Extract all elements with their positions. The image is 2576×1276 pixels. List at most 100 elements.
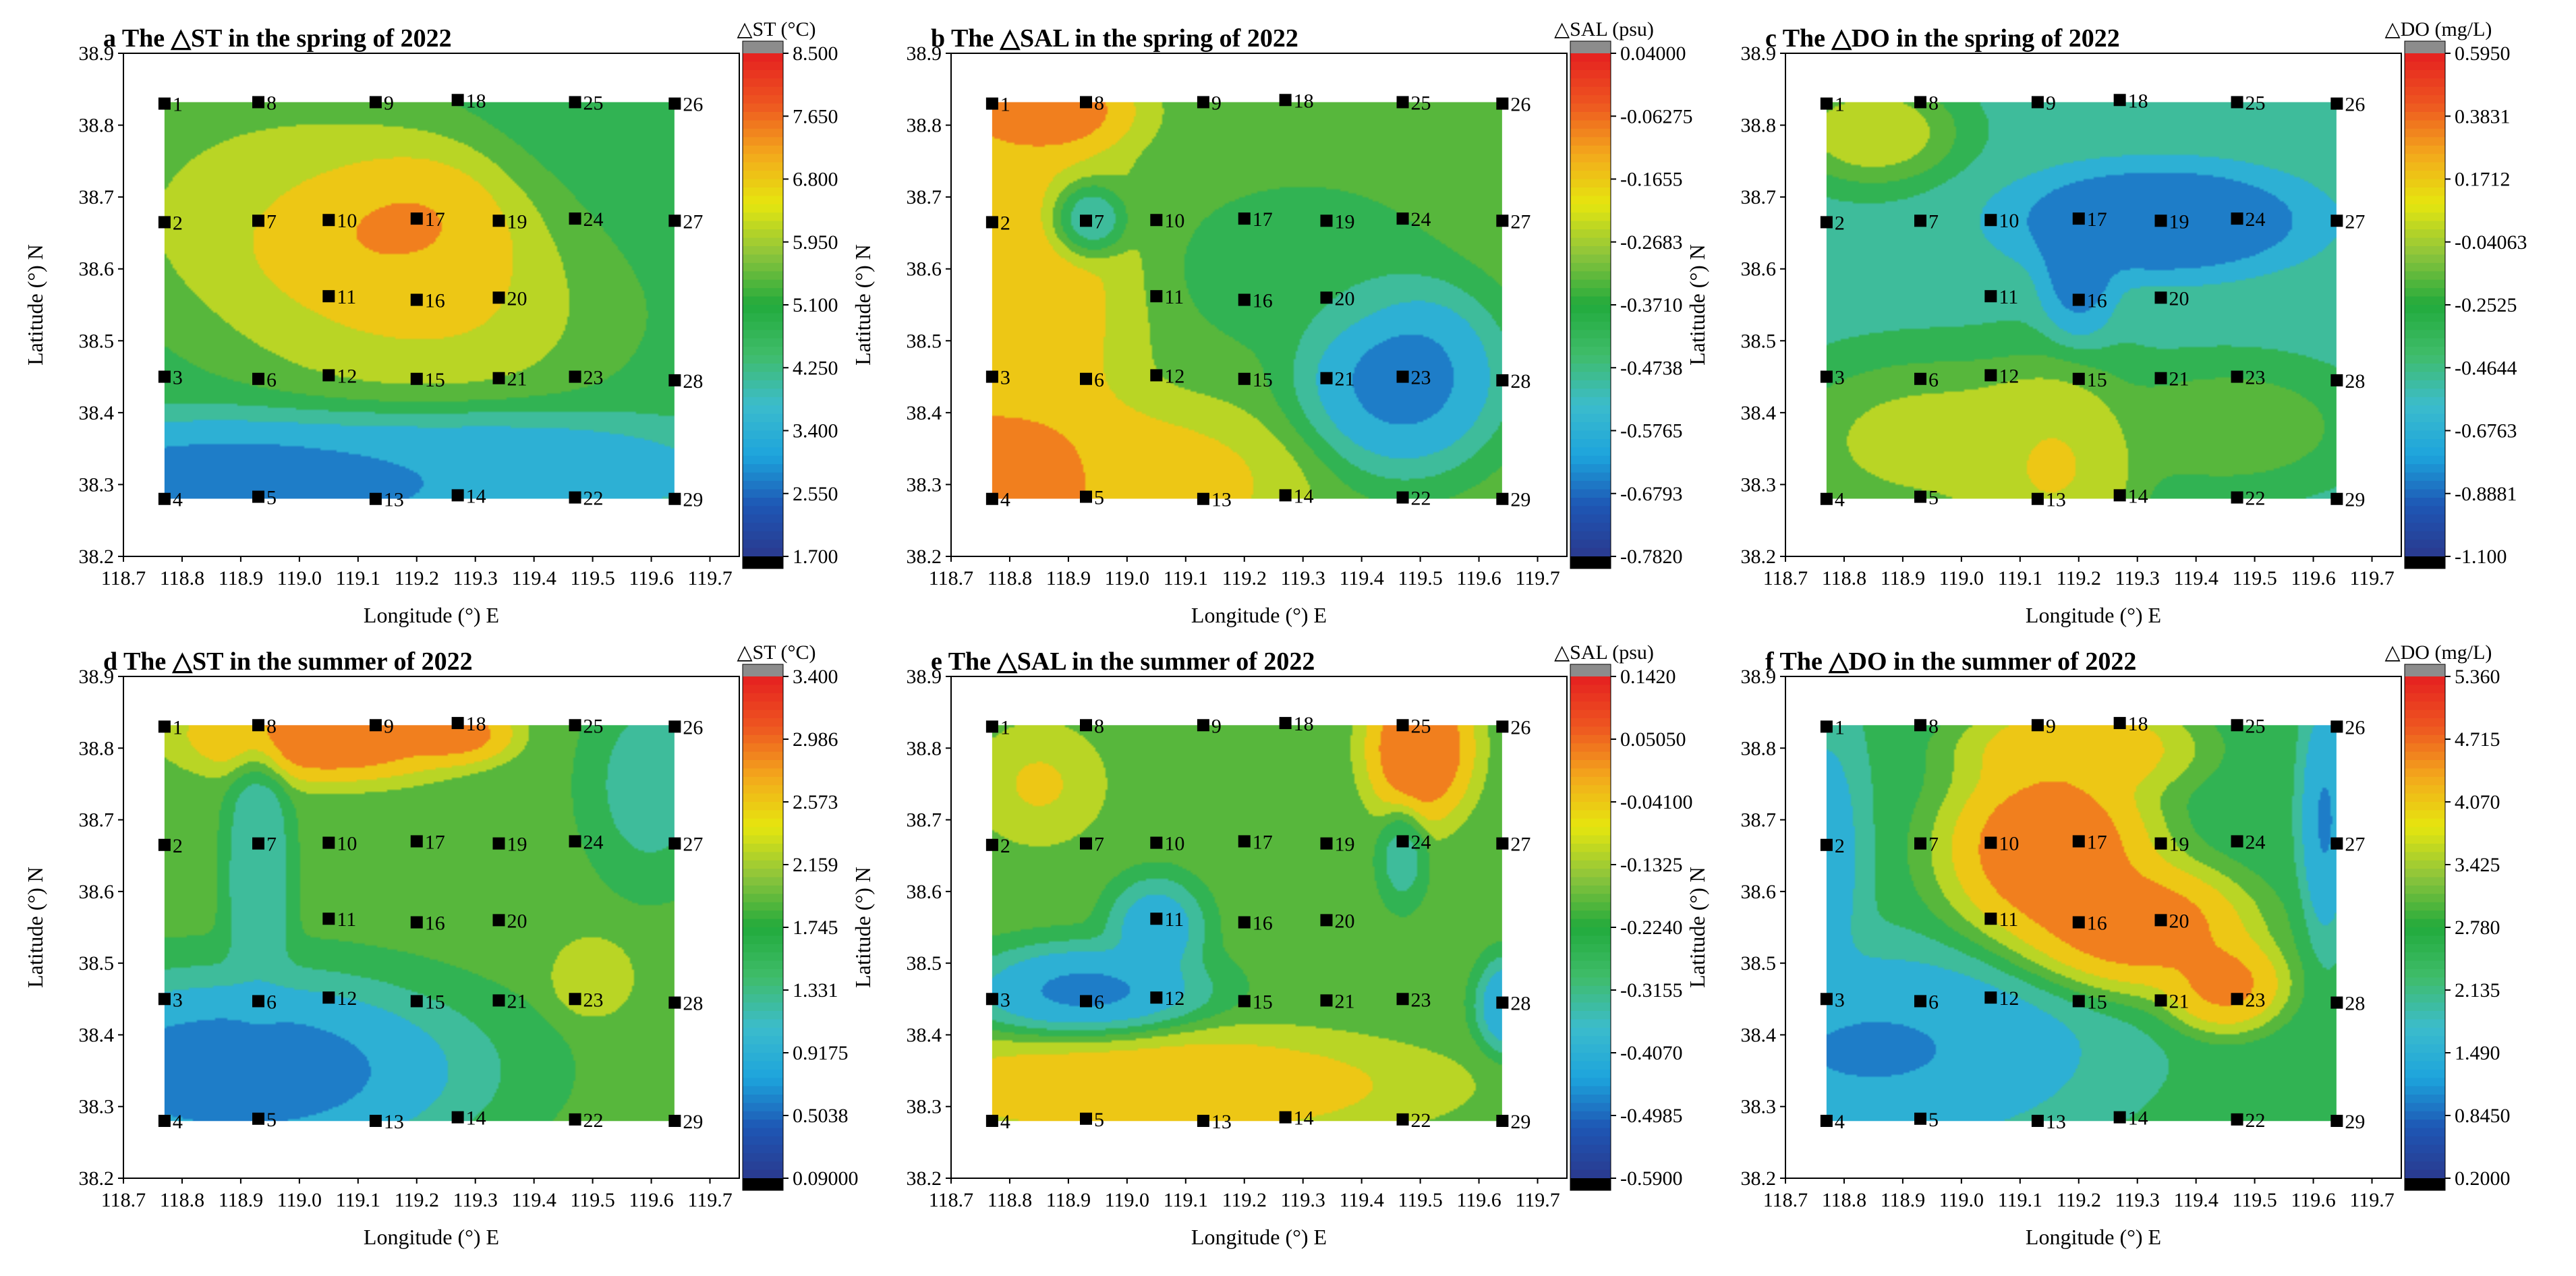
colorbar-bottom-cap: [1570, 1178, 1611, 1190]
station-label: 24: [2245, 831, 2266, 853]
colorbar-top-cap: [1570, 41, 1611, 53]
colorbar-tick-label: -0.3155: [1620, 979, 1683, 1002]
station-label: 27: [1510, 210, 1530, 233]
colorbar-band: [1570, 212, 1611, 222]
station-label: 13: [1211, 1111, 1232, 1133]
station-label: 18: [2128, 713, 2148, 735]
station-label: 22: [2245, 488, 2266, 510]
colorbar-band: [1570, 245, 1611, 256]
colorbar-band: [1570, 935, 1611, 945]
colorbar-band: [743, 464, 783, 473]
colorbar-band: [1570, 1036, 1611, 1045]
colorbar-band: [743, 1053, 783, 1062]
colorbar-band: [1570, 1053, 1611, 1062]
colorbar-tick-label: 1.745: [793, 917, 838, 939]
station-marker: [1238, 293, 1251, 306]
colorbar-band: [2405, 128, 2445, 138]
station-label: 23: [1411, 367, 1431, 389]
station-label: 15: [425, 369, 445, 391]
colorbar-band: [743, 187, 783, 197]
x-tick-label: 119.7: [687, 567, 732, 589]
colorbar-band: [743, 1044, 783, 1053]
colorbar-band: [1570, 960, 1611, 970]
station-marker: [1079, 372, 1092, 385]
colorbar-band: [2405, 1120, 2445, 1129]
station-label: 7: [1094, 834, 1104, 856]
station-label: 6: [266, 991, 277, 1013]
colorbar-band: [2405, 734, 2445, 745]
colorbar-band: [2405, 935, 2445, 945]
colorbar-band: [2405, 430, 2445, 440]
colorbar-band: [743, 977, 783, 987]
station-label: 7: [266, 210, 277, 233]
colorbar-band: [1570, 472, 1611, 482]
colorbar-label: △DO (mg/L): [2385, 641, 2492, 664]
station-marker: [2330, 837, 2343, 850]
station-label: 1: [1000, 716, 1010, 738]
y-tick-label: 38.6: [907, 881, 942, 903]
x-tick-label: 119.0: [1105, 1189, 1149, 1211]
colorbar-band: [743, 726, 783, 736]
y-tick-label: 38.9: [79, 42, 115, 65]
station-marker: [1238, 916, 1251, 929]
colorbar-band: [743, 1095, 783, 1104]
colorbar-tick-label: -0.06275: [1620, 105, 1693, 127]
y-tick-label: 38.5: [907, 330, 942, 352]
colorbar-band: [2405, 1111, 2445, 1121]
station-marker: [2231, 1113, 2243, 1126]
station-label: 17: [1253, 208, 1273, 231]
station-label: 14: [1294, 1107, 1314, 1130]
colorbar-band: [2405, 497, 2445, 507]
colorbar-band: [1570, 388, 1611, 398]
colorbar-band: [2405, 438, 2445, 448]
colorbar-band: [2405, 196, 2445, 205]
axes-frame: [1785, 676, 2402, 1179]
y-tick-label: 38.3: [1741, 1096, 1777, 1118]
colorbar-band: [743, 1153, 783, 1163]
colorbar-band: [743, 1019, 783, 1028]
colorbar-band: [1570, 120, 1611, 129]
colorbar-band: [1570, 1128, 1611, 1137]
colorbar-band: [2405, 372, 2445, 381]
x-tick-label: 119.6: [2291, 1189, 2335, 1211]
station-marker: [252, 719, 264, 732]
colorbar-band: [1570, 69, 1611, 80]
x-tick-label: 118.7: [929, 1189, 973, 1211]
colorbar-band: [743, 910, 783, 920]
y-axis-label: Latitude (°) N: [1685, 244, 1709, 366]
station-label: 13: [1211, 489, 1232, 511]
colorbar-band: [2405, 245, 2445, 256]
colorbar-band: [1570, 229, 1611, 239]
x-tick-label: 119.1: [1164, 567, 1208, 589]
station-label: 26: [683, 716, 703, 738]
colorbar-band: [2405, 397, 2445, 407]
station-marker: [322, 214, 335, 227]
station-marker: [1496, 837, 1509, 850]
x-tick-label: 119.5: [1398, 1189, 1442, 1211]
colorbar-band: [2405, 894, 2445, 903]
station-marker: [1320, 837, 1333, 850]
colorbar-tick-label: 0.9175: [793, 1042, 849, 1064]
colorbar-band: [2405, 818, 2445, 828]
x-tick-label: 119.5: [2232, 1189, 2277, 1211]
y-tick-label: 38.3: [79, 1096, 115, 1118]
panel-title: c The △DO in the spring of 2022: [1765, 24, 2120, 53]
colorbar-band: [2405, 994, 2445, 1004]
station-marker: [369, 719, 382, 732]
colorbar-band: [2405, 254, 2445, 264]
colorbar-tick-label: 4.070: [2455, 791, 2500, 813]
x-tick-label: 118.9: [219, 1189, 263, 1211]
station-marker: [2154, 837, 2167, 850]
station-label: 1: [1000, 94, 1010, 116]
station-marker: [1279, 489, 1292, 502]
station-label: 6: [1094, 369, 1104, 391]
station-marker: [2072, 372, 2085, 385]
colorbar-band: [743, 994, 783, 1004]
colorbar-band: [1570, 1103, 1611, 1112]
colorbar-bottom-cap: [2405, 556, 2445, 569]
colorbar-tick-label: 7.650: [793, 105, 838, 127]
colorbar-band: [1570, 1169, 1611, 1179]
colorbar-band: [743, 827, 783, 836]
colorbar-tick-label: -0.8881: [2455, 483, 2517, 505]
station-label: 28: [1510, 370, 1530, 393]
